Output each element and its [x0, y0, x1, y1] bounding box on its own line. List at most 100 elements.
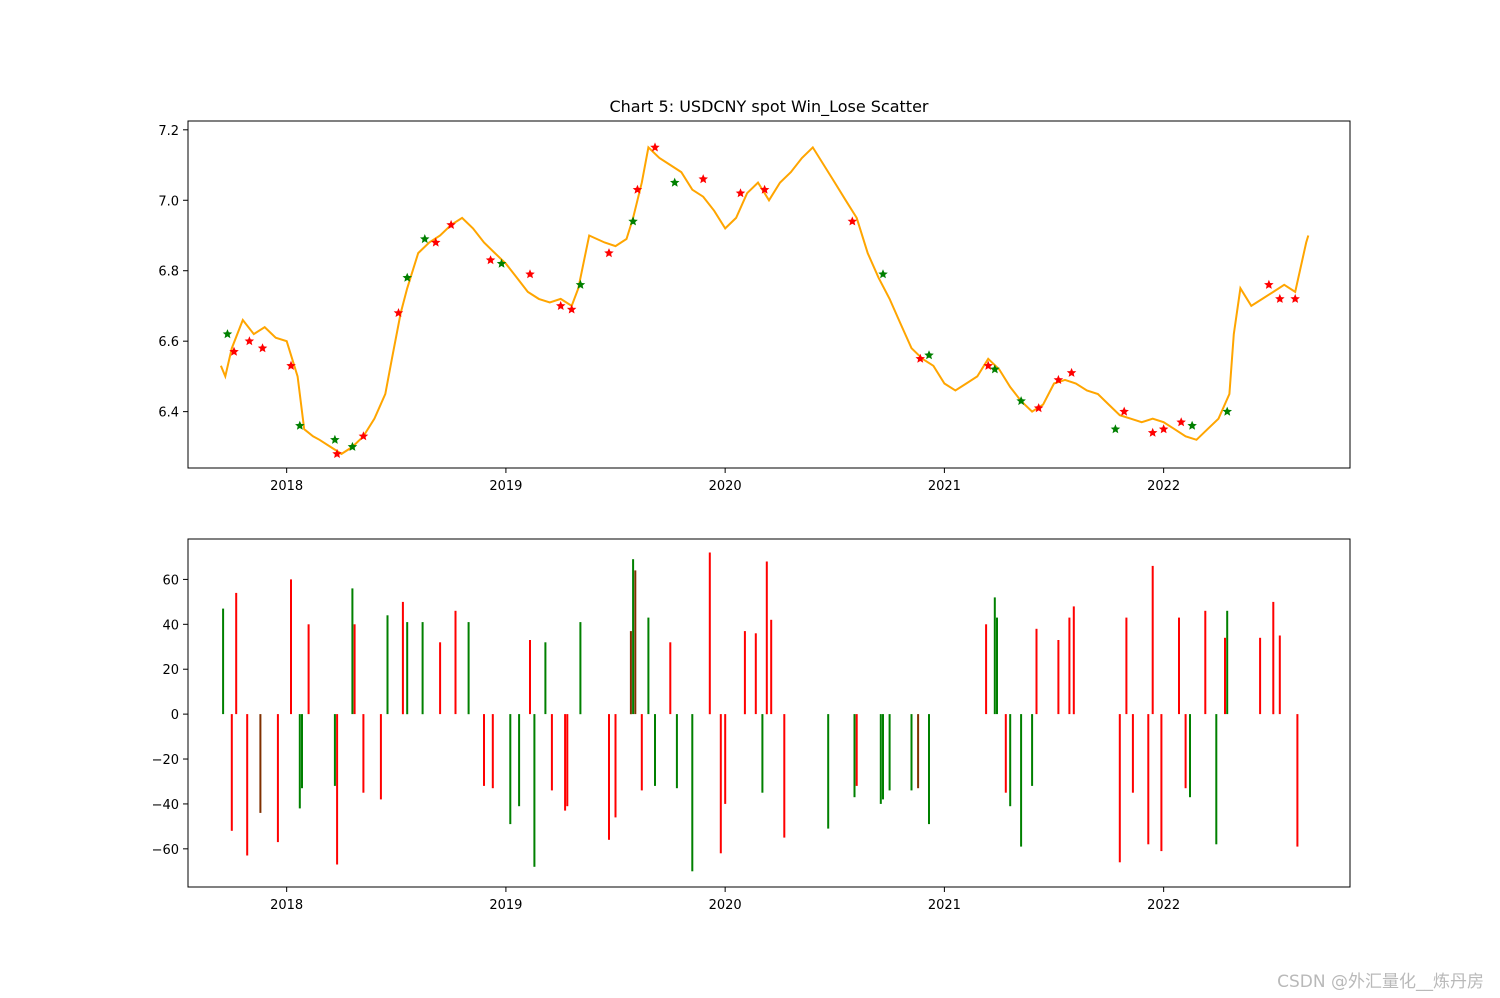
win-marker: [670, 177, 680, 187]
pnl-bar: [1131, 714, 1134, 793]
pnl-bar: [724, 714, 727, 804]
y-tick-label: 6.6: [158, 335, 179, 350]
pnl-bar: [1184, 714, 1187, 789]
pnl-bar: [386, 615, 389, 715]
usdcny-spot-line: [219, 145, 1310, 456]
pnl-bar: [491, 714, 494, 789]
pnl-bar: [1068, 617, 1071, 715]
bottom-y-ticks: −60 −40 −20 0 20 40 60: [152, 573, 188, 858]
pnl-bar: [467, 622, 470, 715]
y-tick-label: −60: [152, 843, 179, 858]
y-tick-label: −20: [152, 753, 179, 768]
lose-marker: [332, 448, 342, 458]
pnl-bar: [259, 714, 262, 813]
pnl-bar: [1020, 714, 1023, 847]
win-marker: [575, 279, 586, 289]
lose-marker: [431, 237, 441, 247]
lose-marker: [632, 184, 643, 194]
lose-marker: [257, 343, 268, 353]
pnl-bar: [917, 714, 920, 789]
x-tick-label: 2022: [1147, 898, 1180, 913]
y-tick-label: 20: [162, 663, 179, 678]
y-tick-label: 0: [171, 708, 179, 723]
top-x-ticks: 2018 2019 2020 2021 2022: [270, 468, 1180, 494]
lose-marker: [244, 336, 255, 346]
pnl-bar: [1226, 610, 1229, 715]
pnl-bar: [421, 622, 424, 715]
pnl-bar: [770, 619, 773, 715]
win-marker: [990, 364, 1000, 374]
win-marker: [1016, 396, 1026, 406]
lose-marker: [1176, 417, 1186, 427]
pnl-bar: [235, 592, 238, 715]
pnl-bar: [1125, 617, 1128, 715]
lose-marker: [1264, 279, 1274, 289]
lose-marker: [983, 360, 993, 370]
pnl-bar: [301, 714, 303, 789]
lose-marker: [446, 219, 456, 229]
win-marker: [295, 420, 305, 430]
pnl-bar: [518, 714, 521, 807]
pnl-bar: [985, 624, 988, 715]
lose-marker: [286, 360, 296, 370]
pnl-bar: [276, 714, 279, 843]
pnl-bar: [783, 714, 786, 838]
pnl-bars: [222, 552, 1299, 872]
y-tick-label: −40: [152, 798, 179, 813]
pnl-bar: [533, 714, 536, 867]
pnl-bar: [1178, 617, 1180, 715]
pnl-bar: [1031, 714, 1034, 786]
pnl-bar: [579, 622, 582, 715]
lose-marker: [1290, 293, 1300, 303]
price-line-layer: [219, 145, 1310, 456]
x-tick-label: 2020: [709, 479, 742, 494]
pnl-bar: [230, 714, 233, 831]
pnl-bar: [1296, 714, 1299, 847]
win-marker: [222, 329, 233, 339]
x-tick-label: 2021: [928, 898, 961, 913]
pnl-bar: [379, 714, 382, 800]
pnl-bar: [993, 597, 996, 715]
pnl-bar: [1009, 714, 1012, 807]
pnl-bar: [1160, 714, 1163, 852]
pnl-bar: [765, 561, 768, 715]
lose-marker: [1119, 406, 1129, 416]
lose-marker: [1147, 427, 1158, 437]
pnl-bar: [1189, 714, 1191, 798]
pnl-bar: [509, 714, 512, 825]
win-marker: [1110, 424, 1121, 434]
x-tick-label: 2020: [709, 898, 742, 913]
pnl-bar: [1224, 637, 1226, 715]
pnl-bar: [675, 714, 678, 789]
win-marker: [1222, 406, 1232, 416]
lose-marker: [759, 184, 770, 194]
pnl-bar: [222, 608, 225, 715]
pnl-bar: [307, 624, 310, 715]
pnl-bar: [290, 579, 292, 715]
pnl-bar: [362, 714, 365, 793]
lose-marker: [556, 300, 566, 310]
y-tick-label: 7.0: [158, 194, 179, 209]
pnl-bar: [719, 714, 722, 854]
pnl-bar: [1215, 714, 1218, 845]
pnl-bar: [654, 714, 656, 786]
pnl-bar: [333, 714, 336, 786]
lose-marker: [358, 431, 369, 441]
lose-marker: [1033, 403, 1044, 413]
pnl-bar: [544, 642, 547, 715]
pnl-bar: [1272, 601, 1275, 715]
x-tick-label: 2022: [1147, 479, 1180, 494]
lose-marker: [735, 188, 746, 198]
lose-marker: [229, 346, 239, 356]
top-axes: 2018 2019 2020 2021 2022 6.4 6.6 6.8 7.0 7.2: [158, 120, 1351, 494]
pnl-bar: [669, 642, 672, 715]
pnl-bar: [439, 642, 442, 715]
lose-marker: [698, 174, 708, 184]
pnl-bar: [647, 617, 650, 715]
top-axes-frame: [187, 120, 1351, 469]
pnl-bar: [608, 714, 610, 840]
pnl-bar: [634, 570, 637, 715]
pnl-bar: [351, 588, 354, 715]
pnl-bar: [454, 610, 457, 715]
